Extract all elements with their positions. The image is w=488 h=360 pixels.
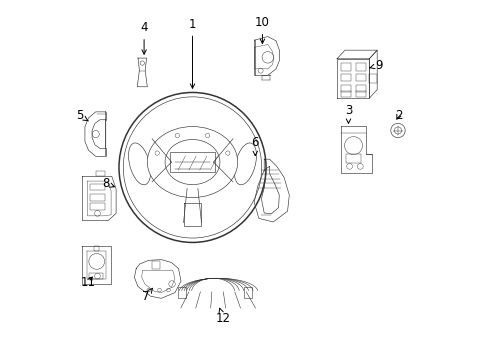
Bar xyxy=(355,74,366,81)
Bar xyxy=(94,246,99,251)
Text: 7: 7 xyxy=(142,288,152,303)
Text: 4: 4 xyxy=(140,21,147,54)
Ellipse shape xyxy=(147,127,237,198)
Text: 9: 9 xyxy=(369,59,382,72)
Bar xyxy=(340,91,351,97)
Bar xyxy=(96,171,104,176)
Bar xyxy=(152,261,159,269)
Bar xyxy=(90,194,105,201)
Text: 10: 10 xyxy=(254,16,269,44)
Bar xyxy=(355,91,366,97)
Text: 12: 12 xyxy=(215,308,230,325)
Text: 6: 6 xyxy=(251,136,259,156)
Bar xyxy=(340,85,351,92)
Bar xyxy=(90,184,105,190)
Bar xyxy=(244,287,252,298)
Text: 11: 11 xyxy=(81,276,96,289)
Ellipse shape xyxy=(234,143,256,185)
Text: 8: 8 xyxy=(102,177,114,190)
Bar xyxy=(355,85,366,92)
Text: 3: 3 xyxy=(344,104,351,123)
Bar xyxy=(169,152,215,172)
Bar xyxy=(340,63,351,71)
Bar xyxy=(346,154,360,163)
Bar xyxy=(178,287,185,298)
Bar xyxy=(90,203,105,210)
Text: 5: 5 xyxy=(76,109,88,122)
Text: 1: 1 xyxy=(188,18,196,88)
Bar xyxy=(368,74,376,83)
Text: 2: 2 xyxy=(394,109,402,122)
Bar xyxy=(340,74,351,81)
Bar xyxy=(88,273,102,279)
Bar xyxy=(355,63,366,71)
Ellipse shape xyxy=(128,143,150,185)
